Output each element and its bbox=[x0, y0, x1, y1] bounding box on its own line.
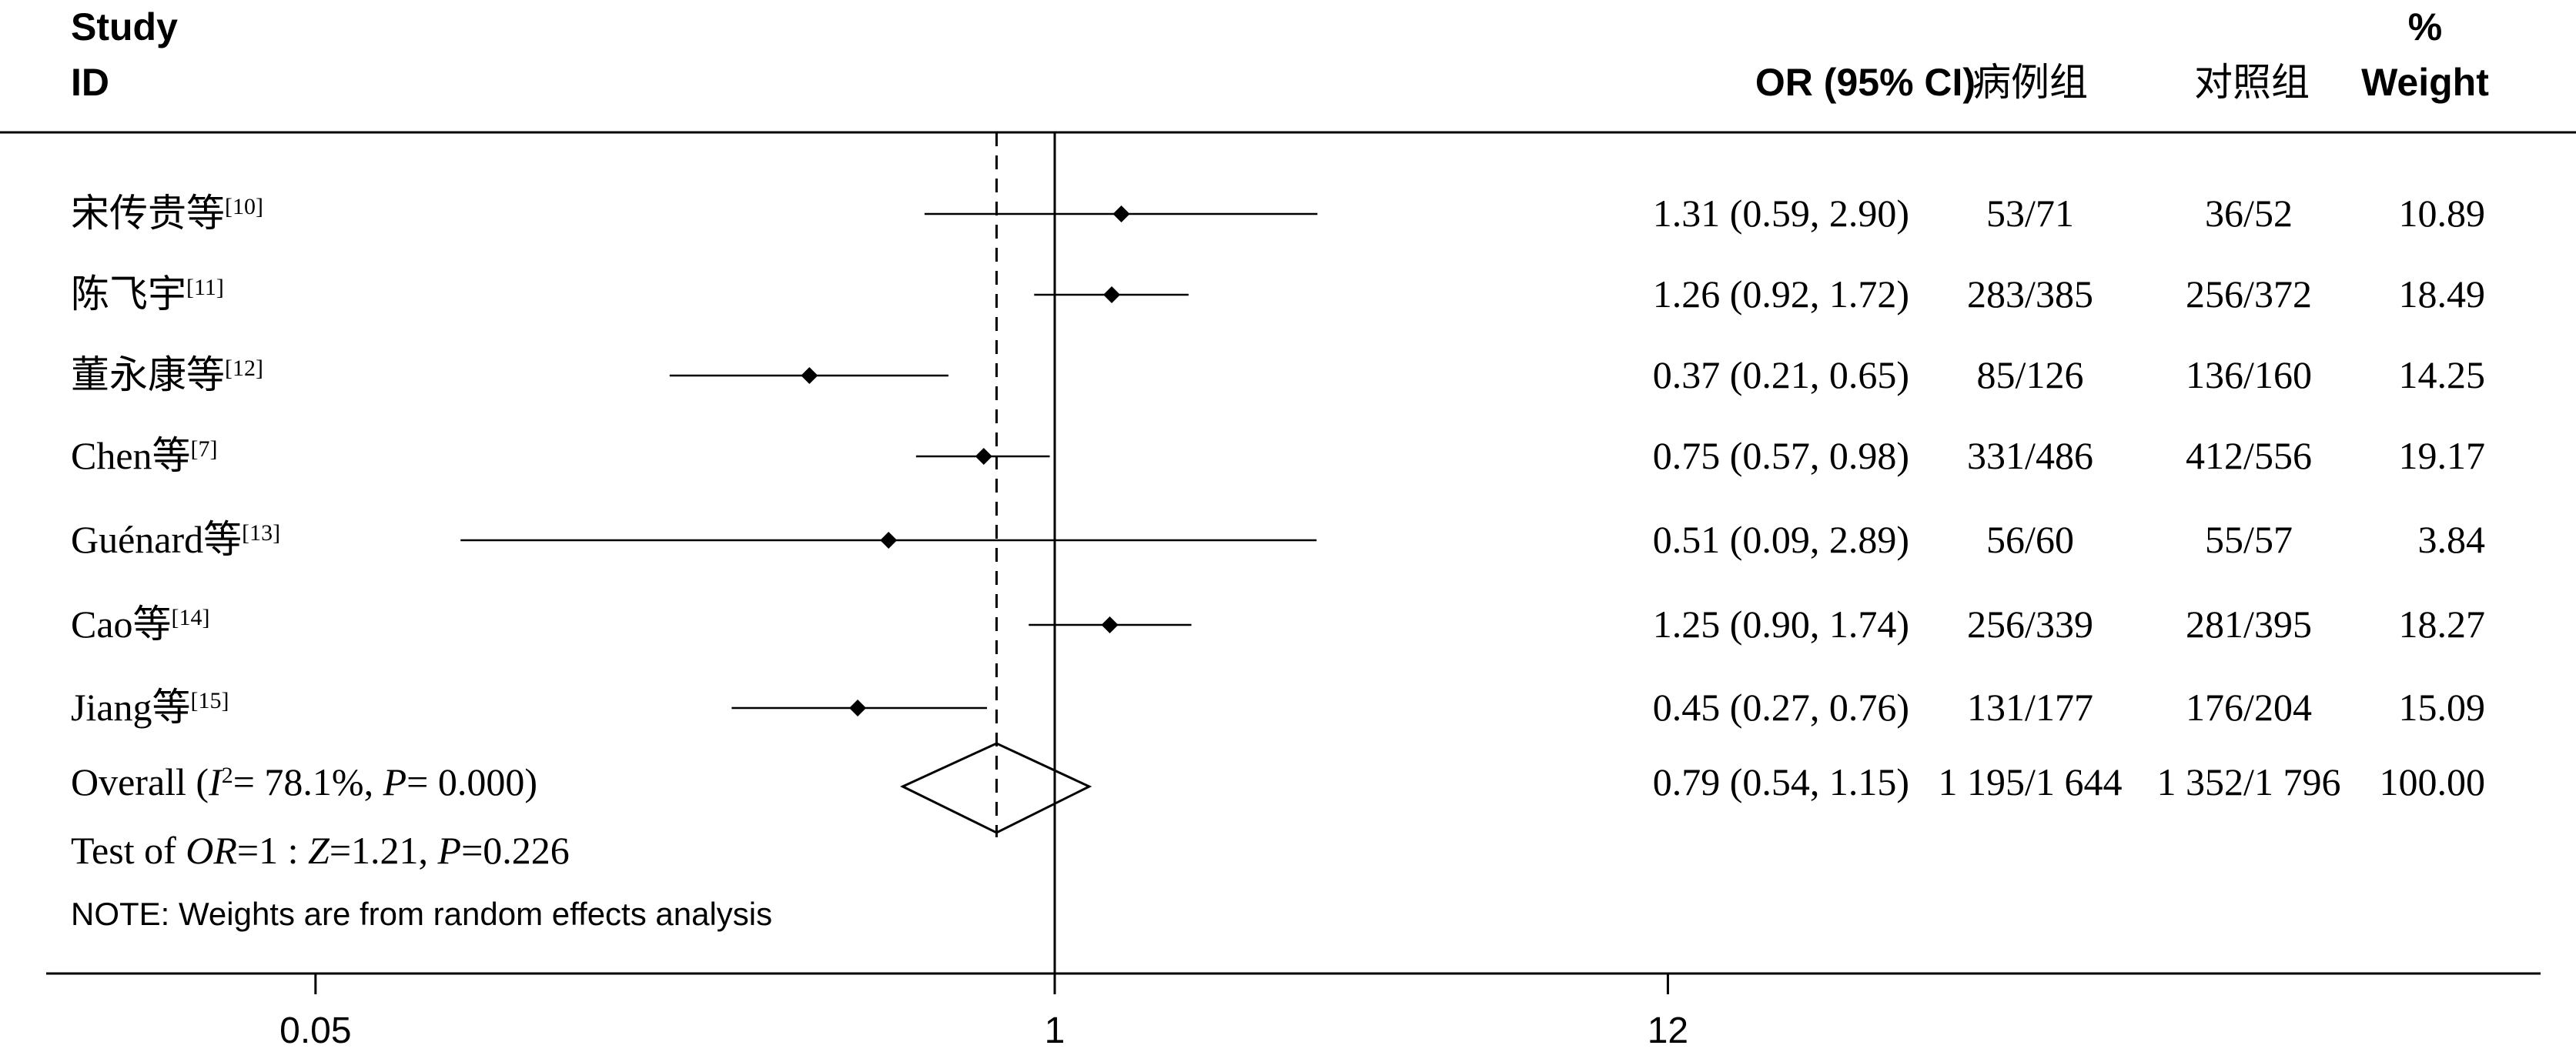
test-label: Test of OR=1 : Z=1.21, P=0.226 bbox=[71, 829, 570, 872]
overall-label: Overall (I2= 78.1%, P= 0.000) bbox=[71, 760, 537, 803]
case-value: 56/60 bbox=[1986, 518, 2074, 561]
point-estimate bbox=[801, 367, 818, 384]
note-text: NOTE: Weights are from random effects an… bbox=[71, 896, 772, 932]
weight-value: 18.49 bbox=[2399, 272, 2486, 316]
or-ci-value: 0.75 (0.57, 0.98) bbox=[1653, 434, 1909, 477]
study-header-line1: Study bbox=[71, 5, 178, 48]
study-header-line2: ID bbox=[71, 61, 109, 104]
weight-value: 14.25 bbox=[2399, 353, 2486, 396]
overall-case: 1 195/1 644 bbox=[1939, 760, 2123, 803]
case-value: 85/126 bbox=[1977, 353, 2084, 396]
weight-value: 18.27 bbox=[2399, 603, 2486, 646]
case-header: 病例组 bbox=[1972, 60, 2088, 105]
or-ci-value: 1.31 (0.59, 2.90) bbox=[1653, 192, 1909, 235]
point-estimate bbox=[849, 700, 867, 716]
study-label: Guénard等[13] bbox=[71, 518, 280, 561]
overall-or-ci: 0.79 (0.54, 1.15) bbox=[1653, 760, 1909, 803]
weight-value: 19.17 bbox=[2399, 434, 2486, 477]
control-value: 36/52 bbox=[2205, 192, 2293, 235]
weight-header-line1: % bbox=[2408, 5, 2442, 48]
case-value: 283/385 bbox=[1967, 272, 2093, 316]
weight-value: 10.89 bbox=[2399, 192, 2486, 235]
control-value: 136/160 bbox=[2186, 353, 2312, 396]
or-ci-value: 0.37 (0.21, 0.65) bbox=[1653, 353, 1909, 396]
overall-diamond bbox=[900, 742, 1092, 834]
point-estimate bbox=[1101, 616, 1119, 633]
or-ci-value: 1.26 (0.92, 1.72) bbox=[1653, 272, 1909, 316]
point-estimate bbox=[975, 448, 992, 465]
case-value: 256/339 bbox=[1967, 603, 2093, 646]
overall-control: 1 352/1 796 bbox=[2157, 760, 2341, 803]
control-value: 176/204 bbox=[2186, 686, 2312, 729]
study-label: Chen等[7] bbox=[71, 434, 218, 477]
or-ci-value: 1.25 (0.90, 1.74) bbox=[1653, 603, 1909, 646]
case-value: 53/71 bbox=[1986, 192, 2074, 235]
point-estimate bbox=[1112, 205, 1130, 222]
point-estimate bbox=[880, 532, 898, 549]
study-label: Jiang等[15] bbox=[71, 686, 229, 729]
study-label: 董永康等[12] bbox=[71, 353, 263, 396]
or-ci-header: OR (95% CI) bbox=[1755, 61, 1975, 104]
case-value: 131/177 bbox=[1967, 686, 2093, 729]
study-label: Cao等[14] bbox=[71, 603, 210, 646]
x-tick-label: 12 bbox=[1648, 1010, 1688, 1051]
or-ci-value: 0.51 (0.09, 2.89) bbox=[1653, 518, 1909, 561]
weight-value: 15.09 bbox=[2399, 686, 2486, 729]
study-label: 宋传贵等[10] bbox=[71, 192, 263, 235]
control-value: 256/372 bbox=[2186, 272, 2312, 316]
case-value: 331/486 bbox=[1967, 434, 2093, 477]
overall-weight: 100.00 bbox=[2380, 760, 2486, 803]
weight-header-line2: Weight bbox=[2361, 61, 2489, 104]
point-estimate bbox=[1103, 286, 1121, 303]
control-value: 281/395 bbox=[2186, 603, 2312, 646]
x-tick-label: 1 bbox=[1045, 1010, 1066, 1051]
or-ci-value: 0.45 (0.27, 0.76) bbox=[1653, 686, 1909, 729]
x-tick-label: 0.05 bbox=[279, 1010, 351, 1051]
weight-value: 3.84 bbox=[2418, 518, 2486, 561]
study-label: 陈飞宇[11] bbox=[71, 272, 224, 316]
control-value: 55/57 bbox=[2205, 518, 2293, 561]
control-value: 412/556 bbox=[2186, 434, 2312, 477]
control-header: 对照组 bbox=[2194, 60, 2310, 105]
